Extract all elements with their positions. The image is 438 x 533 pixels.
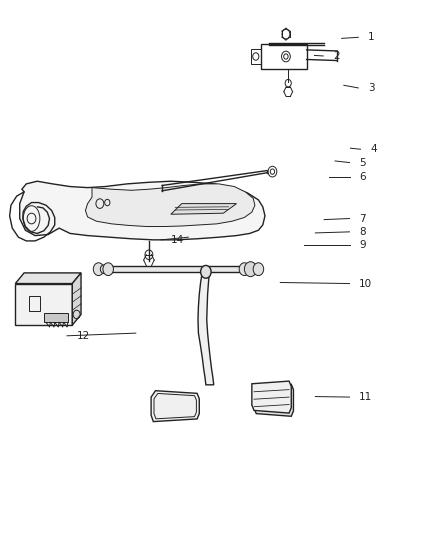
- Text: 2: 2: [333, 51, 339, 61]
- Text: 8: 8: [359, 227, 366, 237]
- Polygon shape: [44, 313, 68, 322]
- Polygon shape: [72, 273, 81, 325]
- Circle shape: [93, 263, 104, 276]
- Polygon shape: [171, 204, 237, 214]
- Polygon shape: [254, 384, 293, 416]
- Text: 10: 10: [359, 279, 372, 288]
- Polygon shape: [252, 381, 291, 413]
- Circle shape: [239, 263, 250, 276]
- Text: 5: 5: [359, 158, 366, 167]
- Polygon shape: [20, 181, 265, 240]
- Text: 9: 9: [359, 240, 366, 250]
- Text: 6: 6: [359, 172, 366, 182]
- Text: 3: 3: [368, 83, 374, 93]
- Polygon shape: [15, 273, 81, 284]
- Polygon shape: [85, 184, 255, 227]
- Polygon shape: [99, 266, 250, 272]
- Text: 14: 14: [171, 235, 184, 245]
- Circle shape: [103, 263, 113, 276]
- Text: 7: 7: [359, 214, 366, 223]
- Text: 12: 12: [77, 331, 90, 341]
- Polygon shape: [15, 284, 72, 325]
- Circle shape: [201, 265, 211, 278]
- Polygon shape: [198, 272, 214, 385]
- Text: 11: 11: [359, 392, 372, 402]
- Text: 1: 1: [368, 33, 374, 42]
- Circle shape: [100, 265, 107, 273]
- Circle shape: [253, 263, 264, 276]
- Text: 4: 4: [370, 144, 377, 154]
- Circle shape: [244, 262, 257, 277]
- Polygon shape: [151, 391, 199, 422]
